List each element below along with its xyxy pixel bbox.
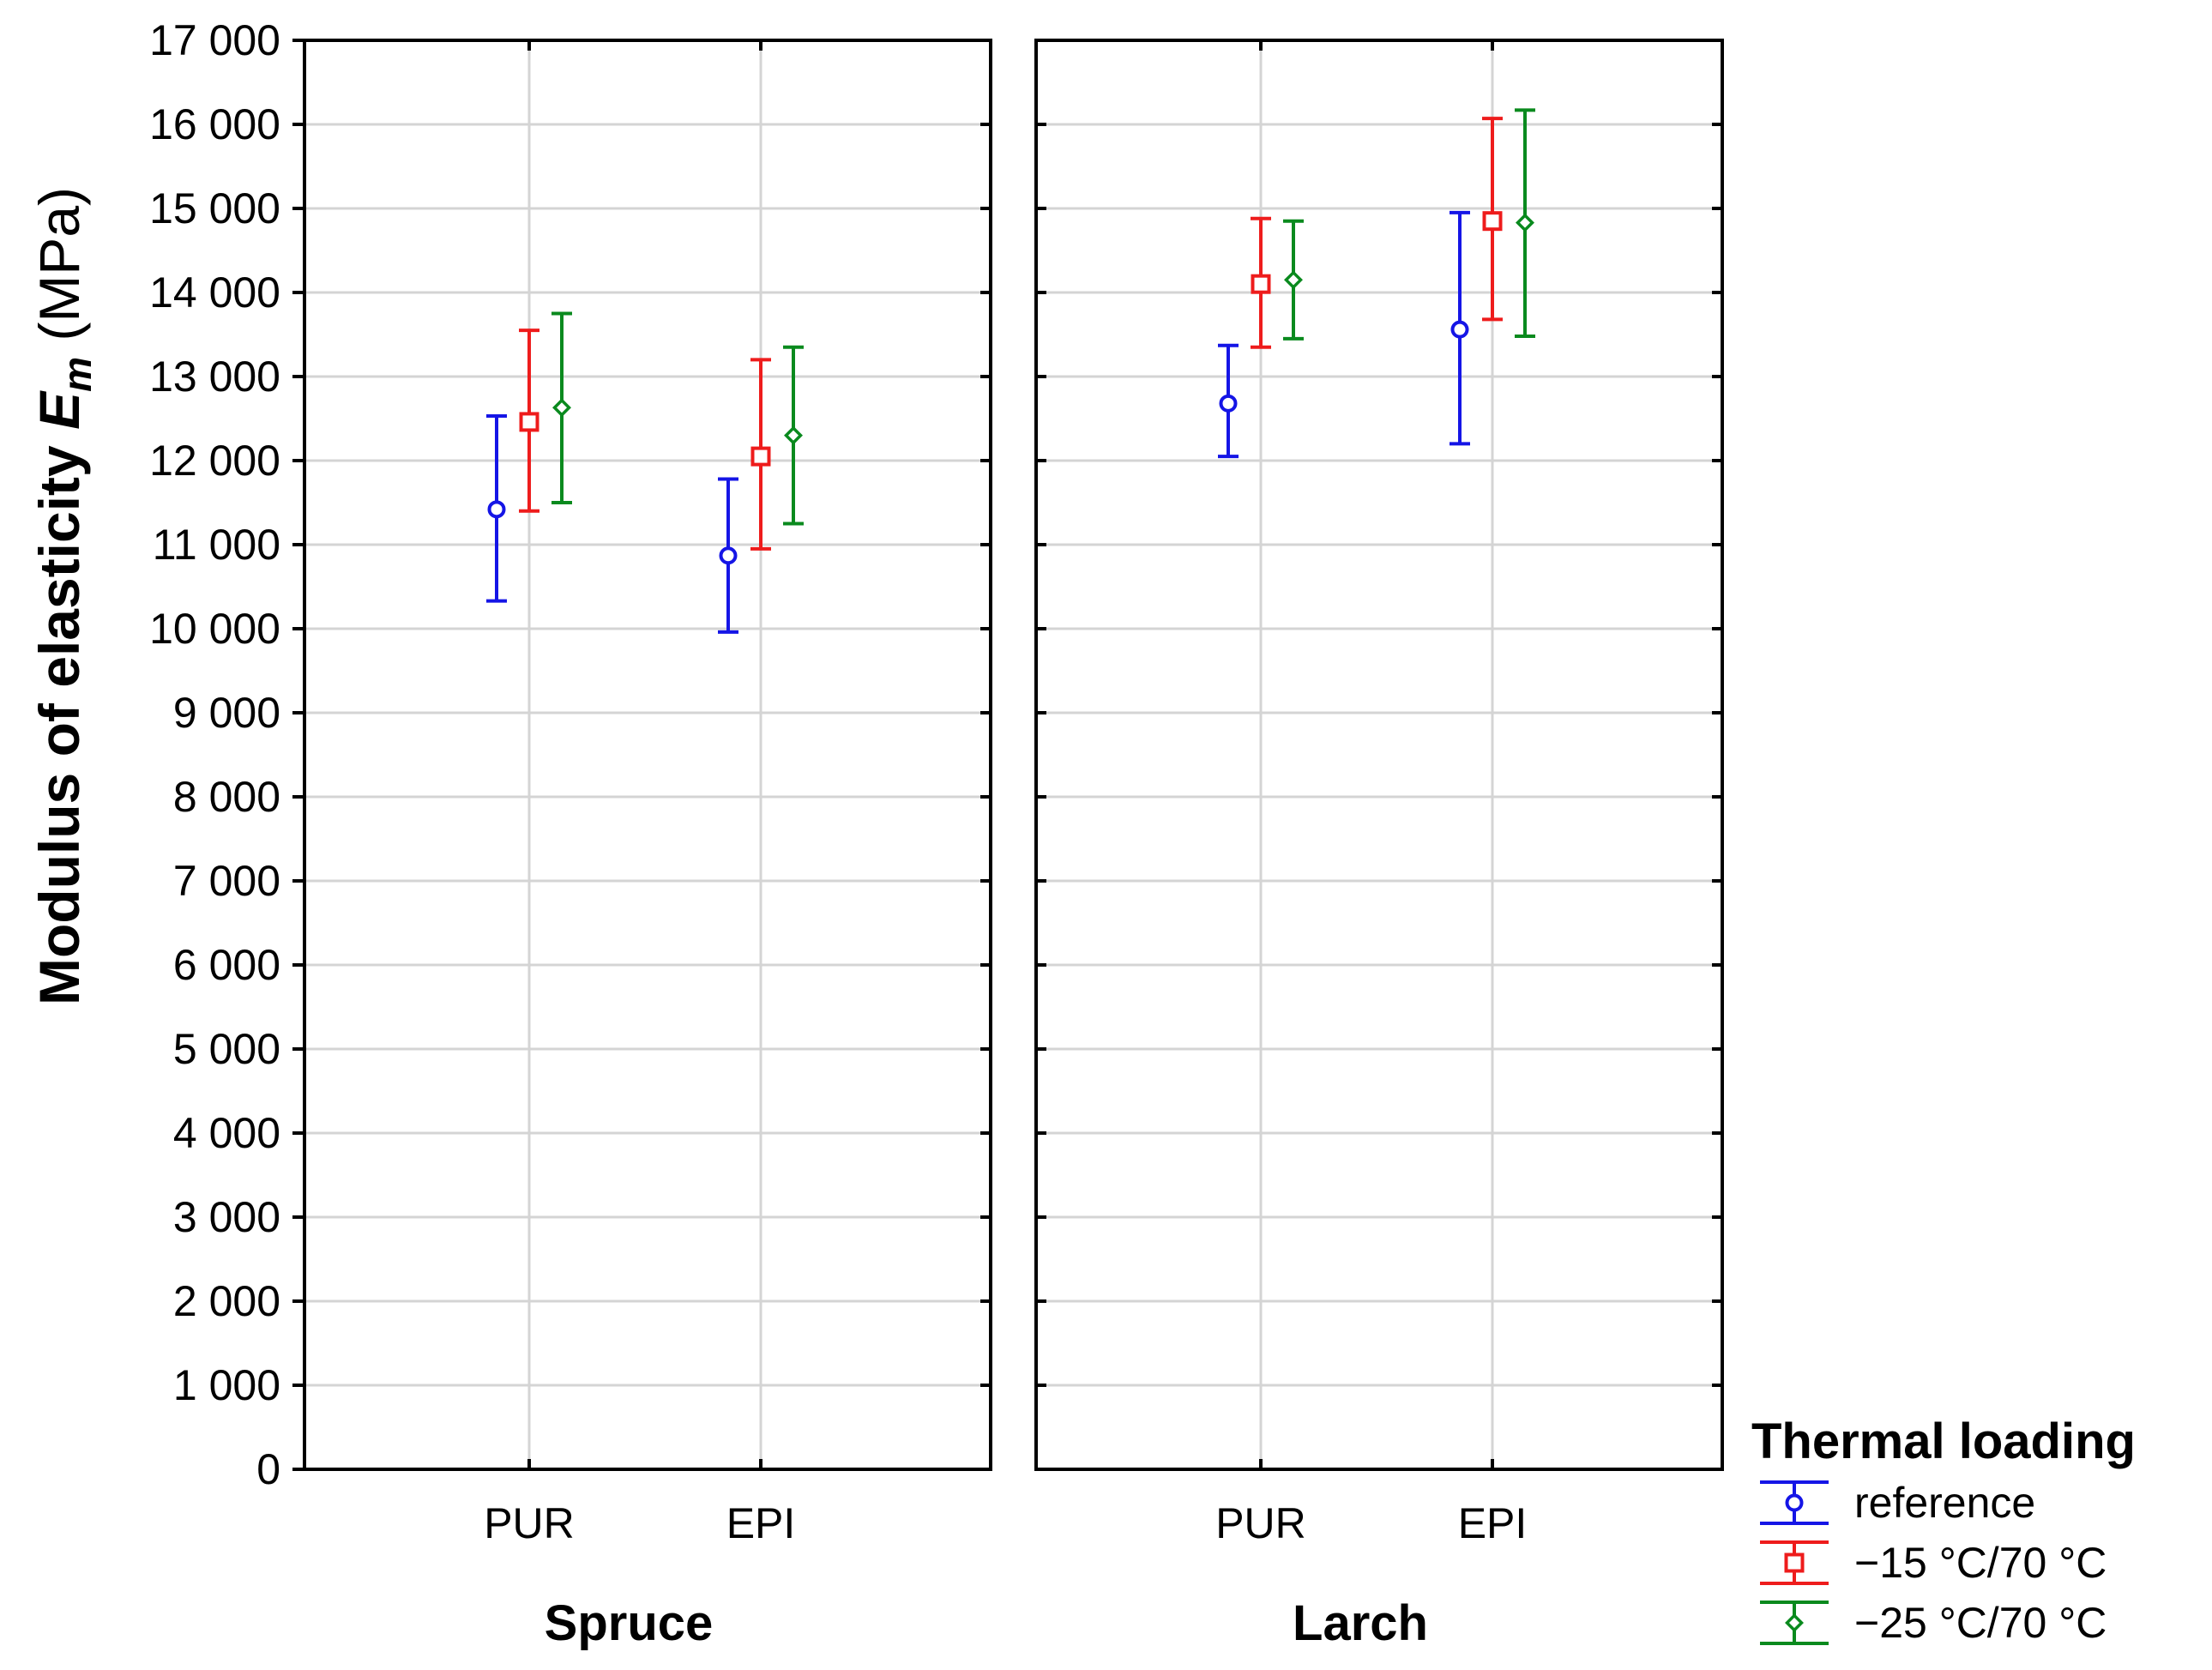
mean-point (519, 412, 539, 432)
y-tick-label: 17 000 (149, 16, 280, 64)
legend-label: reference (1854, 1479, 2035, 1527)
y-tick-label: 3 000 (173, 1193, 280, 1241)
error-bar-spruce-pur-s1 (519, 329, 539, 513)
mean-point (552, 398, 571, 418)
y-tick-label: 0 (256, 1445, 280, 1493)
panel-title-larch: Larch (1293, 1595, 1428, 1651)
x-tick-label-pur: PUR (1215, 1499, 1306, 1547)
y-tick-label: 16 000 (149, 100, 280, 148)
x-tick-label-pur: PUR (484, 1499, 575, 1547)
y-tick-label: 5 000 (173, 1025, 280, 1073)
mean-point (1284, 270, 1303, 290)
y-tick-label: 9 000 (173, 689, 280, 737)
legend-label: −25 °C/70 °C (1854, 1599, 2107, 1647)
x-tick-label-epi: EPI (1458, 1499, 1528, 1547)
y-tick-label: 2 000 (173, 1277, 280, 1325)
error-bar-larch-epi-s2 (1515, 108, 1535, 338)
panels-layer: 0 1 000 2 000 3 000 4 000 5 000 6 000 7 000 8 00… (149, 16, 1724, 1651)
legend-title: Thermal loading (1751, 1414, 2136, 1469)
y-tick-label: 4 000 (173, 1109, 280, 1157)
error-bar-spruce-epi-s1 (750, 358, 771, 551)
mean-point (1482, 211, 1503, 232)
error-bar-larch-pur-s2 (1283, 219, 1304, 341)
y-tick-label: 15 000 (149, 184, 280, 232)
y-tick-label: 13 000 (149, 353, 280, 401)
y-tick-label: 11 000 (153, 521, 280, 569)
y-axis-title: Modulus of elasticity Em (MPa) (27, 187, 99, 1005)
legend-marker-diamond (1785, 1613, 1804, 1632)
error-bar-larch-epi-s1 (1482, 117, 1503, 322)
error-bar-larch-pur-s0 (1218, 343, 1239, 459)
legend-entry: reference (1760, 1479, 2035, 1527)
y-tick-label: 8 000 (173, 773, 280, 821)
panel-larch: PUR EPI Larch (1034, 39, 1724, 1651)
y-tick-label: 7 000 (173, 857, 280, 905)
y-tick-label: 1 000 (173, 1361, 280, 1409)
panel-spruce: 0 1 000 2 000 3 000 4 000 5 000 6 000 7 000 8 00… (149, 16, 992, 1651)
x-tick-label-epi: EPI (726, 1499, 796, 1547)
plot-frame (303, 39, 992, 1471)
error-bar-larch-pur-s1 (1251, 216, 1271, 349)
y-tick-label: 12 000 (149, 437, 280, 485)
legend-label: −15 °C/70 °C (1854, 1539, 2107, 1587)
legend-marker-circle (1785, 1493, 1804, 1512)
y-tick-label: 10 000 (149, 605, 280, 653)
error-bar-spruce-epi-s2 (783, 345, 804, 526)
legend-entry: −15 °C/70 °C (1760, 1539, 2107, 1587)
plot-frame (1034, 39, 1724, 1471)
mean-point (1251, 274, 1271, 294)
mean-point (784, 425, 803, 445)
error-bar-spruce-pur-s0 (486, 414, 507, 603)
mean-point (1450, 320, 1469, 339)
y-tick-label: 14 000 (149, 268, 280, 317)
legend-entry: −25 °C/70 °C (1760, 1599, 2107, 1647)
mean-point (1219, 394, 1238, 413)
legend-marker-square (1784, 1552, 1805, 1573)
legend: Thermal loading reference −15 °C/70 °C −25 … (1751, 1414, 2136, 1647)
mean-point (750, 446, 771, 467)
error-bar-larch-epi-s0 (1450, 210, 1470, 446)
mean-point (719, 546, 738, 565)
mean-point (487, 500, 506, 519)
mean-point (1516, 213, 1534, 232)
error-bar-spruce-pur-s2 (551, 311, 572, 504)
y-tick-label: 6 000 (173, 941, 280, 989)
panel-title-spruce: Spruce (545, 1595, 714, 1651)
error-bar-spruce-epi-s0 (718, 477, 738, 634)
